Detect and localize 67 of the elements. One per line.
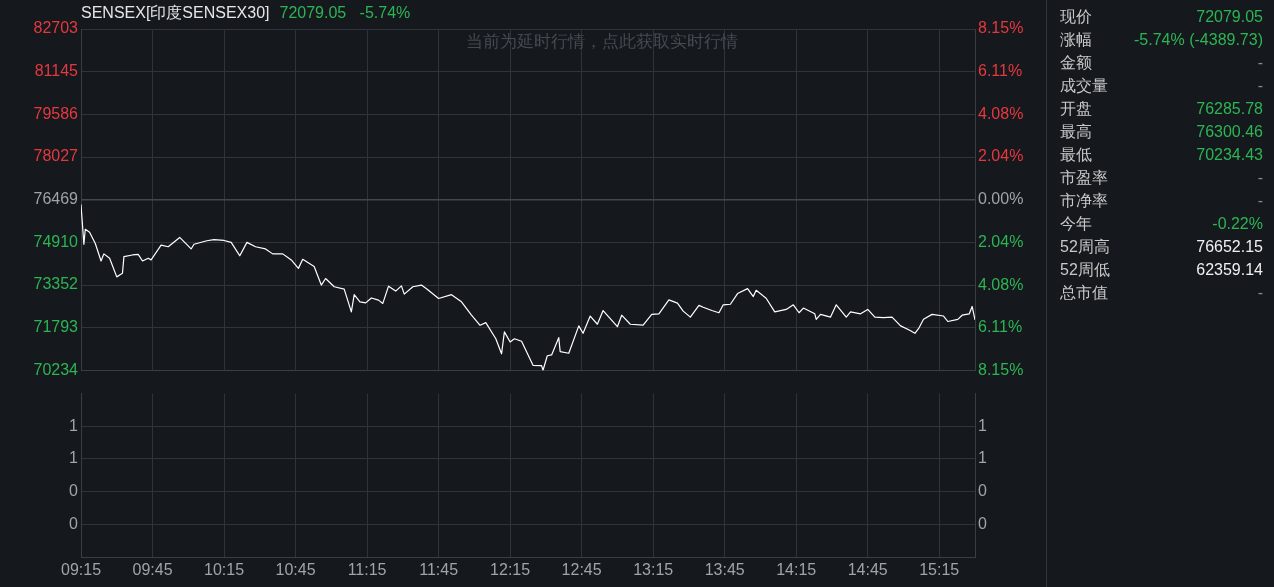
text: 70234.43 bbox=[1196, 145, 1263, 165]
y2-tick-label: 4.08% bbox=[978, 275, 1024, 293]
y-tick-label: 1 bbox=[69, 449, 79, 467]
text: 金额 bbox=[1060, 53, 1092, 73]
text: 76285.78 bbox=[1196, 99, 1263, 119]
x-tick-label: 10:15 bbox=[204, 561, 245, 579]
x-tick-label: 12:45 bbox=[561, 561, 602, 579]
y2-tick-label: 0 bbox=[978, 482, 987, 500]
x-tick-label: 13:15 bbox=[633, 561, 674, 579]
y2-tick-label: 0.00% bbox=[978, 190, 1024, 208]
y2-tick-label: 8.15% bbox=[978, 360, 1024, 378]
text: 市盈率 bbox=[1060, 168, 1108, 188]
y2-tick-label: 6.11% bbox=[978, 318, 1023, 336]
x-tick-label: 09:15 bbox=[60, 561, 102, 579]
y-tick-label: 74910 bbox=[33, 232, 79, 250]
text: 开盘 bbox=[1060, 99, 1092, 119]
y2-tick-label: 2.04% bbox=[978, 147, 1024, 165]
y-tick-label: 82703 bbox=[33, 19, 79, 37]
x-tick-label: 11:45 bbox=[419, 561, 459, 579]
text: 成交量 bbox=[1060, 76, 1108, 96]
y-tick-label: 73352 bbox=[33, 275, 79, 293]
text: 涨幅 bbox=[1060, 30, 1092, 50]
y2-tick-label: 8.15% bbox=[978, 19, 1024, 37]
y2-tick-label: 0 bbox=[978, 514, 987, 532]
text: 现价 bbox=[1060, 7, 1092, 27]
y-tick-label: 79586 bbox=[33, 104, 79, 122]
y2-tick-label: 4.08% bbox=[978, 104, 1024, 122]
text: 总市值 bbox=[1060, 283, 1108, 303]
y-tick-label: 0 bbox=[69, 514, 79, 532]
text: 62359.14 bbox=[1196, 260, 1263, 280]
chart-subtitle: 72079.05 -5.74% bbox=[279, 4, 411, 21]
y-tick-label: 70234 bbox=[33, 360, 79, 378]
y-tick-label: 0 bbox=[69, 482, 79, 500]
y-tick-label: 1 bbox=[69, 416, 79, 434]
text: - bbox=[1257, 191, 1263, 211]
y2-tick-label: 1 bbox=[978, 449, 987, 467]
x-tick-label: 14:15 bbox=[776, 561, 817, 579]
text: - bbox=[1257, 283, 1263, 303]
text: -5.74% (-4389.73) bbox=[1134, 30, 1263, 50]
x-tick-label: 12:15 bbox=[490, 561, 531, 579]
y-tick-label: 76469 bbox=[33, 190, 79, 208]
text: -0.22% bbox=[1212, 214, 1263, 234]
text: - bbox=[1257, 168, 1263, 188]
x-tick-label: 09:45 bbox=[132, 561, 173, 579]
x-tick-label: 14:45 bbox=[847, 561, 888, 579]
text: 52周高 bbox=[1060, 237, 1110, 257]
text: 市净率 bbox=[1060, 191, 1108, 211]
y2-tick-label: 2.04% bbox=[978, 232, 1024, 250]
text: 72079.05 bbox=[1196, 7, 1263, 27]
x-tick-label: 10:45 bbox=[275, 561, 316, 579]
text: - bbox=[1257, 53, 1263, 73]
text: 最低 bbox=[1060, 145, 1092, 165]
y-tick-label: 71793 bbox=[33, 318, 79, 336]
y2-tick-label: 1 bbox=[978, 416, 987, 434]
x-tick-label: 15:15 bbox=[919, 561, 960, 579]
text: 76300.46 bbox=[1196, 122, 1263, 142]
text: 76652.15 bbox=[1196, 237, 1263, 257]
chart-title: SENSEX[印度SENSEX30] bbox=[81, 4, 270, 21]
y-tick-label: 78027 bbox=[33, 147, 79, 165]
y2-tick-label: 6.11% bbox=[978, 62, 1023, 80]
text: - bbox=[1257, 76, 1263, 96]
x-tick-label: 11:15 bbox=[347, 561, 387, 579]
x-tick-label: 13:45 bbox=[704, 561, 745, 579]
text: 今年 bbox=[1060, 214, 1092, 234]
text: 52周低 bbox=[1060, 260, 1110, 280]
y-tick-label: 81145 bbox=[34, 62, 79, 80]
text: 最高 bbox=[1060, 122, 1092, 142]
